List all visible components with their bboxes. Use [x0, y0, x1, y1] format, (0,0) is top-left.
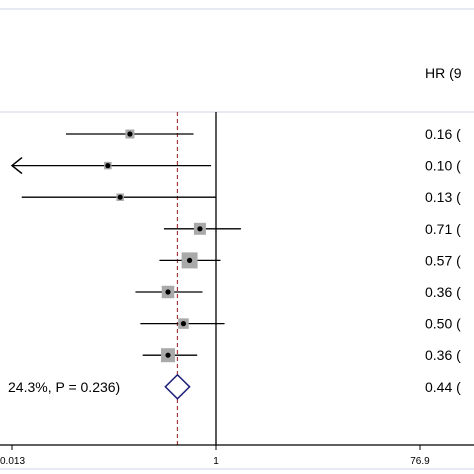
hr-value-label: 0.16 (	[425, 126, 461, 142]
point-estimate-dot	[127, 131, 133, 137]
study-row: 0.50 (	[140, 316, 461, 332]
study-row: 0.36 (	[135, 284, 461, 300]
heterogeneity-label: 24.3%, P = 0.236)	[8, 379, 120, 395]
hr-value-label: 0.13 (	[425, 189, 461, 205]
study-row: 0.13 (	[21, 189, 461, 205]
point-estimate-dot	[117, 194, 123, 200]
hr-value-label: 0.36 (	[425, 284, 461, 300]
study-row: 0.36 (	[142, 347, 461, 363]
point-estimate-dot	[180, 321, 187, 327]
hr-value-label: 0.10 (	[425, 158, 461, 174]
hr-value-label: 0.71 (	[425, 221, 461, 237]
hr-column-header: HR (9	[425, 65, 462, 81]
hr-value-label: 0.36 (	[425, 347, 461, 363]
point-estimate-dot	[165, 289, 171, 295]
ci-truncation-arrow	[10, 157, 23, 175]
hr-value-label: 0.57 (	[425, 252, 461, 268]
point-estimate-dot	[105, 163, 111, 169]
point-estimate-dot	[197, 226, 203, 232]
point-estimate-dot	[186, 257, 193, 263]
hr-value-label: 0.50 (	[425, 316, 461, 332]
x-tick-label: 1	[213, 456, 219, 467]
x-tick-label: 0.013	[0, 456, 25, 467]
pooled-hr-value-label: 0.44 (	[425, 379, 461, 395]
pooled-estimate-diamond	[164, 373, 191, 400]
study-row: 0.10 (	[10, 157, 461, 175]
x-tick-label: 76.9	[410, 456, 430, 467]
study-row: 0.16 (	[65, 126, 461, 142]
study-row: 0.71 (	[163, 221, 461, 237]
study-row: 0.57 (	[159, 252, 461, 269]
point-estimate-dot	[165, 352, 171, 358]
